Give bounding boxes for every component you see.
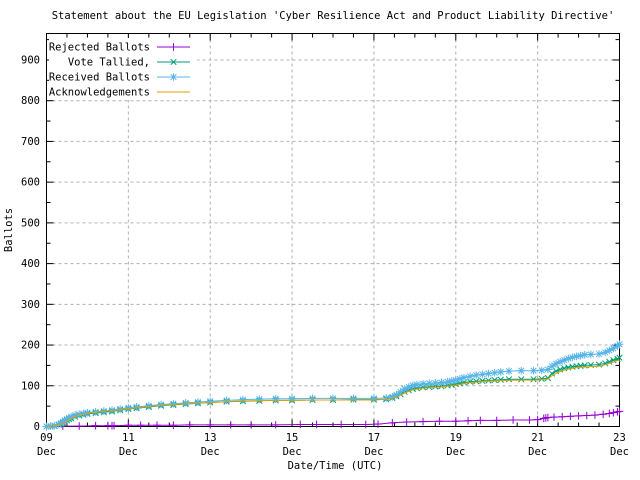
- x-axis-title: Date/Time (UTC): [288, 460, 383, 472]
- chart-title: Statement about the EU Legislation 'Cybe…: [52, 10, 615, 22]
- legend-item-rejected-ballots: Rejected Ballots: [49, 42, 190, 54]
- x-tick-label-day: 15: [286, 432, 299, 444]
- legend-label-received-ballots: Received Ballots: [49, 72, 150, 84]
- y-tick-label-700: 700: [21, 136, 40, 148]
- x-tick-label-day: 11: [122, 432, 135, 444]
- x-tick-label-month: Dec: [528, 446, 547, 458]
- y-tick-label-300: 300: [21, 299, 40, 311]
- y-tick-label-200: 200: [21, 340, 40, 352]
- x-tick-label-month: Dec: [610, 446, 629, 458]
- legend-label-vote-tallied: Vote Tallied,: [68, 57, 150, 69]
- series-line-acknowledgements: [46, 359, 620, 427]
- x-tick-label-month: Dec: [201, 446, 220, 458]
- legend-sample-marker-vote-tallied: [170, 58, 177, 66]
- legend: Rejected Ballots Vote Tallied, Received Ba…: [49, 38, 197, 100]
- legend-label-acknowledgements: Acknowledgements: [49, 87, 150, 99]
- data-series: [42, 340, 624, 431]
- axes: 09 Dec 11 Dec 13 Dec 15 Dec 17 Dec 19 Dec 21 Dec 23 Dec…: [21, 33, 629, 458]
- x-tick-label-day: 13: [204, 432, 217, 444]
- y-tick-label-0: 0: [34, 421, 40, 433]
- x-tick-label-month: Dec: [446, 446, 465, 458]
- x-tick-label-month: Dec: [37, 446, 56, 458]
- x-tick-label-day: 17: [368, 432, 381, 444]
- x-tick-label-day: 19: [449, 432, 462, 444]
- y-tick-label-500: 500: [21, 217, 40, 229]
- legend-sample-marker-rejected-ballots: [169, 43, 178, 51]
- y-tick-label-900: 900: [21, 54, 40, 66]
- x-tick-label-day: 09: [40, 432, 53, 444]
- y-axis-title: Ballots: [3, 208, 15, 252]
- x-tick-label-month: Dec: [283, 446, 302, 458]
- legend-sample-marker-received-ballots: [169, 73, 178, 81]
- y-tick-label-100: 100: [21, 380, 40, 392]
- y-tick-label-400: 400: [21, 258, 40, 270]
- x-tick-label-day: 21: [531, 432, 544, 444]
- y-tick-label-600: 600: [21, 177, 40, 189]
- legend-label-rejected-ballots: Rejected Ballots: [49, 42, 150, 54]
- legend-item-acknowledgements: Acknowledgements: [49, 87, 190, 99]
- y-tick-label-800: 800: [21, 95, 40, 107]
- legend-background: [49, 38, 197, 100]
- legend-item-received-ballots: Received Ballots: [49, 72, 190, 84]
- series-markers-vote-tallied: [43, 354, 623, 430]
- axis-labels: Statement about the EU Legislation 'Cybe…: [3, 10, 614, 472]
- legend-item-vote-tallied: Vote Tallied,: [68, 57, 190, 69]
- x-tick-label-month: Dec: [119, 446, 138, 458]
- x-tick-label-month: Dec: [364, 446, 383, 458]
- series-line-rejected-ballots: [46, 410, 620, 427]
- x-tick-label-day: 23: [613, 432, 626, 444]
- series-markers-received-ballots: [42, 340, 624, 431]
